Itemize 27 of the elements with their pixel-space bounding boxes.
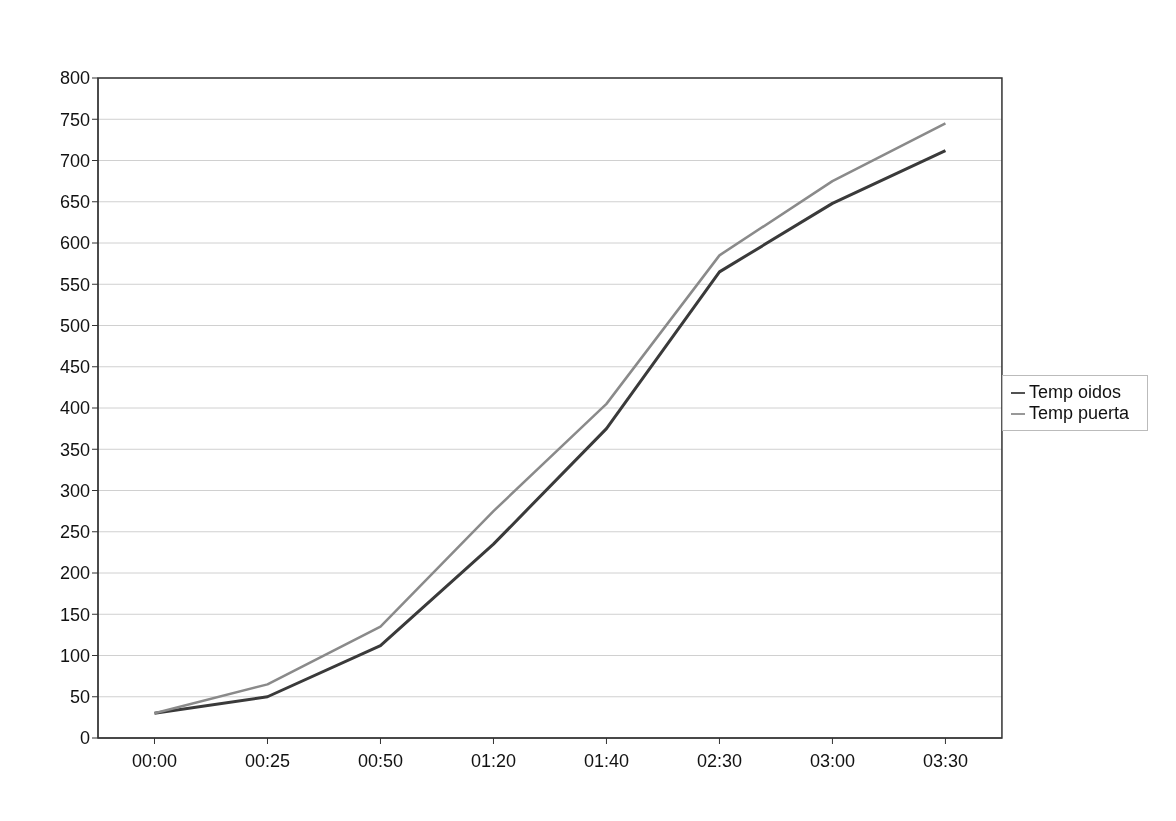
legend-label: Temp puerta — [1028, 403, 1129, 423]
y-tick-label: 200 — [59, 563, 90, 584]
x-tick-label: 01:40 — [583, 750, 629, 771]
y-tick-label: 300 — [59, 480, 90, 501]
y-tick-label: 450 — [59, 357, 90, 378]
x-tick-label: 00:25 — [244, 750, 291, 771]
y-tick-label: 500 — [59, 315, 90, 336]
y-tick-label: 350 — [59, 439, 90, 460]
y-tick-label: 550 — [59, 274, 90, 295]
x-tick-label: 03:30 — [922, 750, 968, 771]
y-tick-label: 0 — [79, 728, 90, 749]
y-tick-label: 400 — [59, 398, 90, 419]
y-tick-label: 50 — [69, 687, 90, 708]
y-tick-label: 650 — [59, 192, 90, 213]
x-tick-label: 03:00 — [809, 750, 855, 771]
x-tick-label: 00:00 — [131, 750, 178, 771]
x-tick-label: 00:50 — [357, 750, 403, 771]
y-tick-label: 600 — [59, 233, 90, 254]
y-tick-label: 750 — [59, 109, 90, 130]
y-tick-label: 800 — [59, 68, 90, 89]
x-tick-label: 02:30 — [696, 750, 742, 771]
x-tick-label: 01:20 — [470, 750, 516, 771]
y-tick-label: 150 — [59, 604, 90, 625]
y-tick-label: 100 — [59, 645, 90, 666]
y-tick-label: 250 — [59, 522, 90, 543]
y-tick-label: 700 — [59, 150, 90, 171]
legend-label: Temp oidos — [1028, 382, 1121, 402]
